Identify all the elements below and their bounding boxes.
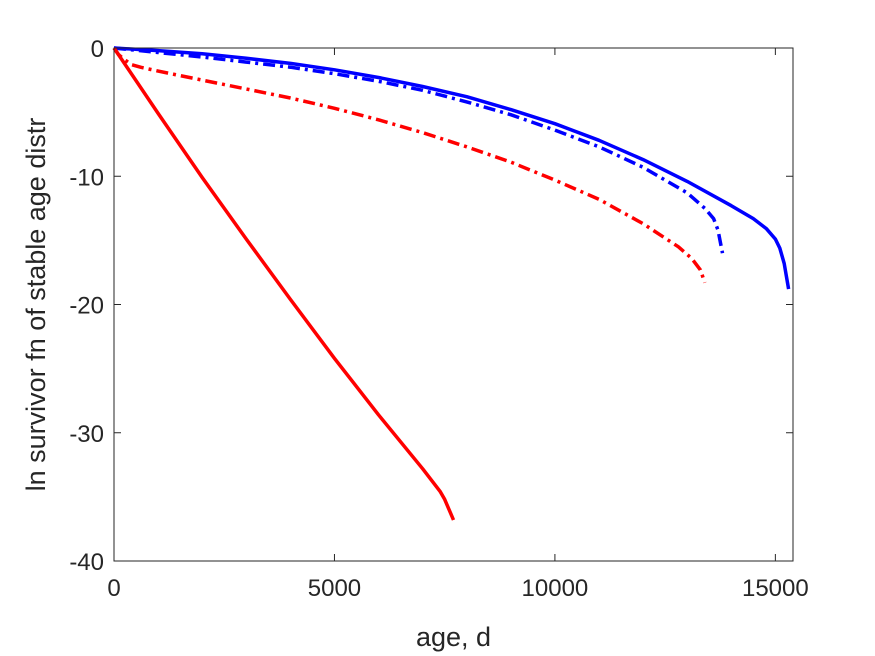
x-tick-label: 10000 [522,575,589,602]
series-line-4 [112,47,456,521]
series-line-1 [113,46,791,290]
x-tick-label: 15000 [742,575,809,602]
series-line-2 [113,46,725,254]
y-axis-label: ln survivor fn of stable age distr [21,118,51,492]
y-tick-label: -30 [69,421,104,448]
ticks-layer: 0 5000 10000 15000 0 -10 -20 -30 -40 [69,36,808,602]
x-tick-label: 0 [107,575,120,602]
x-axis-label: age, d [416,622,491,652]
y-tick-label: -40 [69,549,104,576]
series-line-3 [112,47,707,284]
plot-area [114,48,793,561]
x-tick-label: 5000 [308,575,361,602]
series-layer [112,46,791,521]
y-tick-label: -10 [69,164,104,191]
y-tick-label: 0 [91,36,104,63]
y-tick-label: -20 [69,293,104,320]
